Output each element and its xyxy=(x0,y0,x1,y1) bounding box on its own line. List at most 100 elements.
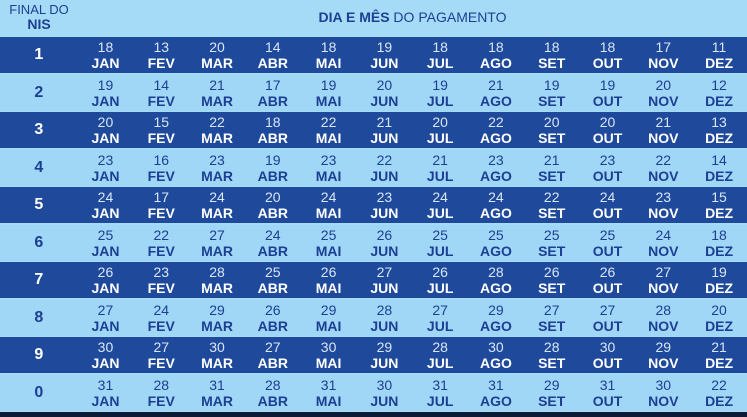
nis-column-header: FINAL DO NIS xyxy=(0,2,78,32)
month-label: SET xyxy=(538,130,566,146)
month-label: MAI xyxy=(315,92,342,109)
month-label: AGO xyxy=(479,130,512,146)
table-row: 0 31 JAN 28 FEV 31 MAR 28 ABR 31 MAI 30 JUN 31 JUL 31 AG… xyxy=(0,374,747,411)
day-number: 18 xyxy=(543,39,560,55)
month-label: JUL xyxy=(426,205,454,221)
day-number: 29 xyxy=(376,339,393,355)
date-cell: 12 DEZ xyxy=(691,75,747,111)
date-cell: 25 JUL xyxy=(412,225,468,261)
month-label: NOV xyxy=(648,167,679,184)
day-number: 20 xyxy=(97,114,114,130)
date-cell: 31 JAN xyxy=(78,375,134,411)
date-cell: 30 OUT xyxy=(580,337,636,373)
day-number: 25 xyxy=(265,264,281,280)
date-cell: 22 SET xyxy=(524,187,580,223)
month-label: JAN xyxy=(91,242,120,259)
date-cell: 20 OUT xyxy=(580,112,636,148)
date-cell: 31 AGO xyxy=(468,375,524,411)
date-cell: 24 FEV xyxy=(133,300,189,336)
date-cell: 14 ABR xyxy=(245,37,301,73)
day-number: 26 xyxy=(543,264,560,280)
month-label: FEV xyxy=(147,205,175,221)
table-row: 4 23 JAN 16 FEV 23 MAR 19 ABR 23 MAI 22 JUN 21 JUL 23 AG… xyxy=(0,149,747,186)
day-number: 21 xyxy=(432,151,448,168)
month-label: JAN xyxy=(91,92,120,109)
month-label: JUL xyxy=(426,392,454,409)
month-label: MAI xyxy=(315,317,342,334)
table-row: 3 20 JAN 15 FEV 22 MAR 18 ABR 22 MAI 21 JUN 20 JUL 22 AG… xyxy=(0,112,747,148)
date-cell: 23 AGO xyxy=(468,150,524,186)
nis-digit: 8 xyxy=(34,308,44,326)
date-cell: 19 OUT xyxy=(580,75,636,111)
month-label: JUN xyxy=(370,280,399,296)
nis-digit: 2 xyxy=(34,83,44,101)
day-number: 25 xyxy=(320,226,337,243)
month-label: JAN xyxy=(91,167,120,184)
day-number: 14 xyxy=(265,39,281,55)
date-cell: 20 MAR xyxy=(189,37,245,73)
day-number: 23 xyxy=(655,189,672,205)
month-label: DEZ xyxy=(705,317,734,334)
month-label: MAI xyxy=(315,130,342,146)
day-number: 12 xyxy=(711,76,727,93)
date-cell: 26 JUN xyxy=(356,225,412,261)
month-label: NOV xyxy=(648,242,679,259)
header-title-bold: DIA E MÊS xyxy=(318,9,390,25)
day-number: 27 xyxy=(543,301,560,318)
date-cell: 24 MAI xyxy=(301,187,357,223)
date-cell: 26 ABR xyxy=(245,300,301,336)
day-number: 28 xyxy=(655,301,672,318)
date-cell: 24 OUT xyxy=(580,187,636,223)
day-number: 19 xyxy=(432,76,448,93)
month-label: SET xyxy=(538,205,566,221)
day-number: 21 xyxy=(209,76,225,93)
month-label: ABR xyxy=(257,280,288,296)
day-number: 18 xyxy=(320,39,337,55)
day-number: 20 xyxy=(432,114,448,130)
date-cell: 30 NOV xyxy=(635,375,691,411)
month-label: FEV xyxy=(147,280,175,296)
day-number: 24 xyxy=(265,226,281,243)
day-number: 28 xyxy=(432,339,448,355)
date-cell: 28 FEV xyxy=(133,375,189,411)
date-cell: 21 DEZ xyxy=(691,337,747,373)
month-label: MAR xyxy=(201,205,233,221)
day-number: 25 xyxy=(97,226,114,243)
date-cell: 23 JAN xyxy=(78,150,134,186)
month-label: JUL xyxy=(426,317,454,334)
date-cell: 17 FEV xyxy=(133,187,189,223)
month-label: JAN xyxy=(91,355,120,371)
day-number: 23 xyxy=(209,151,225,168)
month-label: MAR xyxy=(201,242,233,259)
date-cell: 21 JUL xyxy=(412,150,468,186)
day-number: 14 xyxy=(711,151,727,168)
date-cell: 24 AGO xyxy=(468,187,524,223)
table-row: 6 25 JAN 22 FEV 27 MAR 24 ABR 25 MAI 26 JUN 25 JUL 25 AG… xyxy=(0,224,747,261)
day-number: 23 xyxy=(97,151,114,168)
day-number: 30 xyxy=(97,339,114,355)
day-number: 23 xyxy=(153,264,170,280)
date-cell: 24 NOV xyxy=(635,225,691,261)
date-cell: 20 JUL xyxy=(412,112,468,148)
day-number: 18 xyxy=(97,39,114,55)
day-number: 20 xyxy=(209,39,225,55)
month-label: MAR xyxy=(201,392,233,409)
date-cell: 25 ABR xyxy=(245,262,301,298)
nis-digit: 7 xyxy=(34,271,44,288)
table-row: 5 24 JAN 17 FEV 24 MAR 20 ABR 24 MAI 23 JUN 24 JUL 24 AG… xyxy=(0,187,747,223)
date-cell: 17 NOV xyxy=(635,37,691,73)
date-cell: 19 JUL xyxy=(412,75,468,111)
day-number: 23 xyxy=(599,151,616,168)
day-number: 19 xyxy=(599,76,616,93)
day-number: 21 xyxy=(711,339,727,355)
day-number: 16 xyxy=(153,151,170,168)
month-label: SET xyxy=(538,242,566,259)
month-label: ABR xyxy=(257,205,288,221)
date-cell: 27 MAR xyxy=(189,225,245,261)
month-label: JUL xyxy=(426,242,454,259)
date-cell: 18 DEZ xyxy=(691,225,747,261)
day-number: 31 xyxy=(209,376,225,393)
month-label: OUT xyxy=(592,317,623,334)
month-label: SET xyxy=(538,317,566,334)
